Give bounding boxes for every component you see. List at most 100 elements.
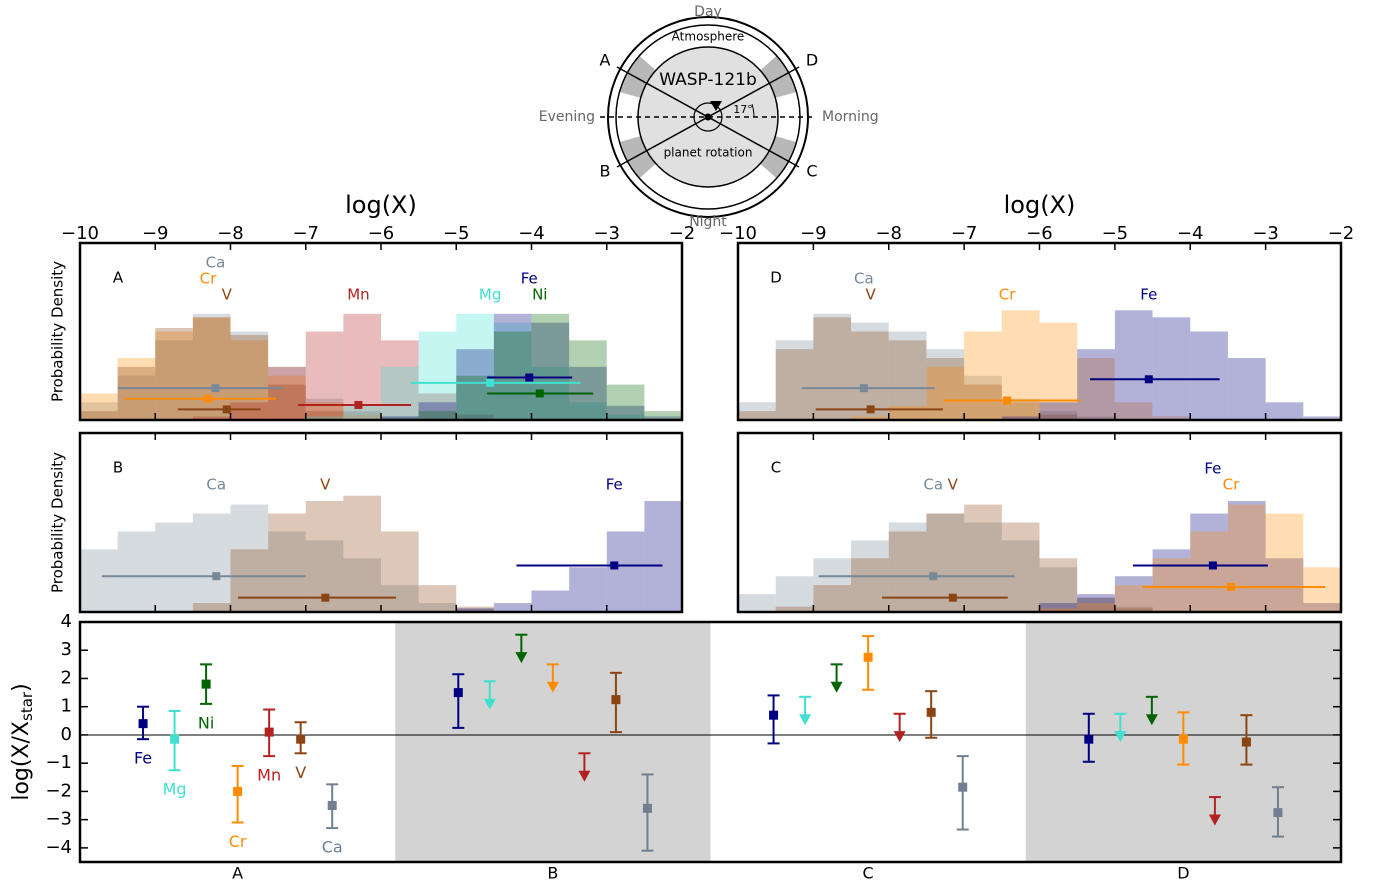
histogram-bar: [813, 317, 852, 420]
series-label: V: [320, 476, 331, 494]
series-label: Cr: [229, 832, 247, 851]
histogram-bar: [117, 366, 156, 420]
y-tick-label: 2: [61, 667, 72, 688]
histogram-bar: [381, 416, 419, 420]
histogram-bar: [1152, 416, 1191, 420]
upper-limit-arrow: [830, 681, 843, 693]
median-marker: [222, 405, 231, 414]
x-tick-label: B: [547, 864, 558, 883]
marker: [233, 786, 243, 796]
histogram-bar: [606, 384, 645, 420]
y-axis-label: Probability Density: [49, 452, 67, 593]
histogram-bar: [230, 504, 269, 612]
histogram-bar: [418, 393, 457, 420]
histogram-bar: [456, 313, 494, 420]
marker: [170, 734, 180, 744]
histogram-bar: [1039, 558, 1078, 612]
marker: [1241, 737, 1251, 747]
histogram-panel: Ca V Fe B Probability Density: [49, 431, 684, 614]
histogram-bar: [1077, 416, 1115, 420]
marker: [453, 688, 463, 698]
histogram-bar: [493, 313, 532, 420]
y-tick-label: −3: [45, 809, 72, 830]
evening-label: Evening: [539, 109, 595, 125]
histogram-bar: [888, 331, 927, 420]
histogram-bar: [644, 411, 682, 420]
planet-diagram: Day Atmosphere WASP-121b A D B C Evening…: [539, 4, 879, 230]
histogram-bar: [851, 331, 889, 420]
region-label: C: [806, 162, 817, 181]
morning-label: Morning: [822, 109, 879, 125]
upper-limit-arrow: [1145, 714, 1158, 726]
histogram-bar: [813, 558, 852, 612]
histogram-bar: [192, 513, 231, 612]
histogram-bar: [381, 366, 419, 420]
median-marker: [1144, 375, 1153, 384]
series-label: Ca: [206, 254, 226, 272]
x-tick-label: −4: [1177, 223, 1204, 244]
median-marker: [486, 378, 495, 387]
panel-letter: D: [770, 269, 782, 287]
histogram-bar: [1114, 606, 1153, 612]
histogram-bar: [926, 349, 965, 420]
x-tick-label: A: [232, 864, 243, 883]
histogram-bar: [1265, 558, 1304, 612]
x-tick-label: −9: [142, 223, 169, 244]
histogram-bar: [1077, 597, 1115, 612]
histogram-bar: [305, 331, 344, 420]
histogram-bar: [381, 416, 419, 420]
histogram-bar: [155, 522, 193, 612]
y-tick-label: −4: [45, 837, 72, 858]
histogram-bar: [1077, 603, 1115, 612]
series-label: Ca: [322, 838, 343, 857]
histogram-bar: [305, 411, 344, 420]
histogram-bar: [1190, 331, 1228, 420]
upper-limit-arrow: [546, 681, 559, 693]
median-marker: [1226, 582, 1235, 591]
histogram-bar: [851, 558, 889, 612]
histogram-bar: [775, 606, 814, 612]
median-marker: [535, 389, 544, 398]
histogram-bar: [738, 411, 776, 420]
median-marker: [321, 593, 330, 602]
x-tick-label: C: [863, 864, 874, 883]
series-label: V: [222, 286, 233, 304]
histogram-bar: [1227, 358, 1266, 420]
marker: [1178, 734, 1188, 744]
histogram-bar: [418, 402, 457, 420]
histogram-bar: [493, 603, 532, 612]
center-dot: [704, 113, 712, 121]
histogram-bar: [456, 608, 494, 612]
histogram-bar: [964, 384, 1002, 420]
histogram-bar: [813, 585, 852, 612]
histogram-bar: [1265, 513, 1304, 612]
histogram-bar: [606, 531, 645, 612]
histogram-bar: [80, 549, 118, 612]
x-tick-label: −2: [669, 223, 696, 244]
y-axis-label: log(X/Xstar): [9, 683, 36, 800]
median-marker: [212, 572, 221, 581]
histogram-bar: [1265, 402, 1304, 420]
upper-limit-arrow: [1114, 731, 1127, 743]
y-tick-label: 1: [61, 696, 72, 717]
day-label: Day: [694, 4, 722, 20]
panel-letter: B: [113, 459, 123, 477]
histogram-bar: [230, 335, 269, 420]
panel-letter: A: [113, 269, 124, 287]
x-tick-label: −4: [518, 223, 545, 244]
series-label: Cr: [1223, 476, 1240, 494]
x-tick-label: −8: [217, 223, 244, 244]
upper-limit-arrow: [483, 698, 496, 710]
x-axis-label: log(X): [345, 191, 417, 219]
x-tick-label: −7: [951, 223, 978, 244]
histogram-bar: [1039, 414, 1078, 420]
histogram-bar: [493, 331, 532, 420]
series-label: Cr: [200, 270, 217, 288]
terminator-patch: [619, 136, 656, 179]
marker: [769, 710, 779, 720]
x-tick-label: D: [1177, 864, 1189, 883]
histogram-bar: [1001, 398, 1040, 420]
